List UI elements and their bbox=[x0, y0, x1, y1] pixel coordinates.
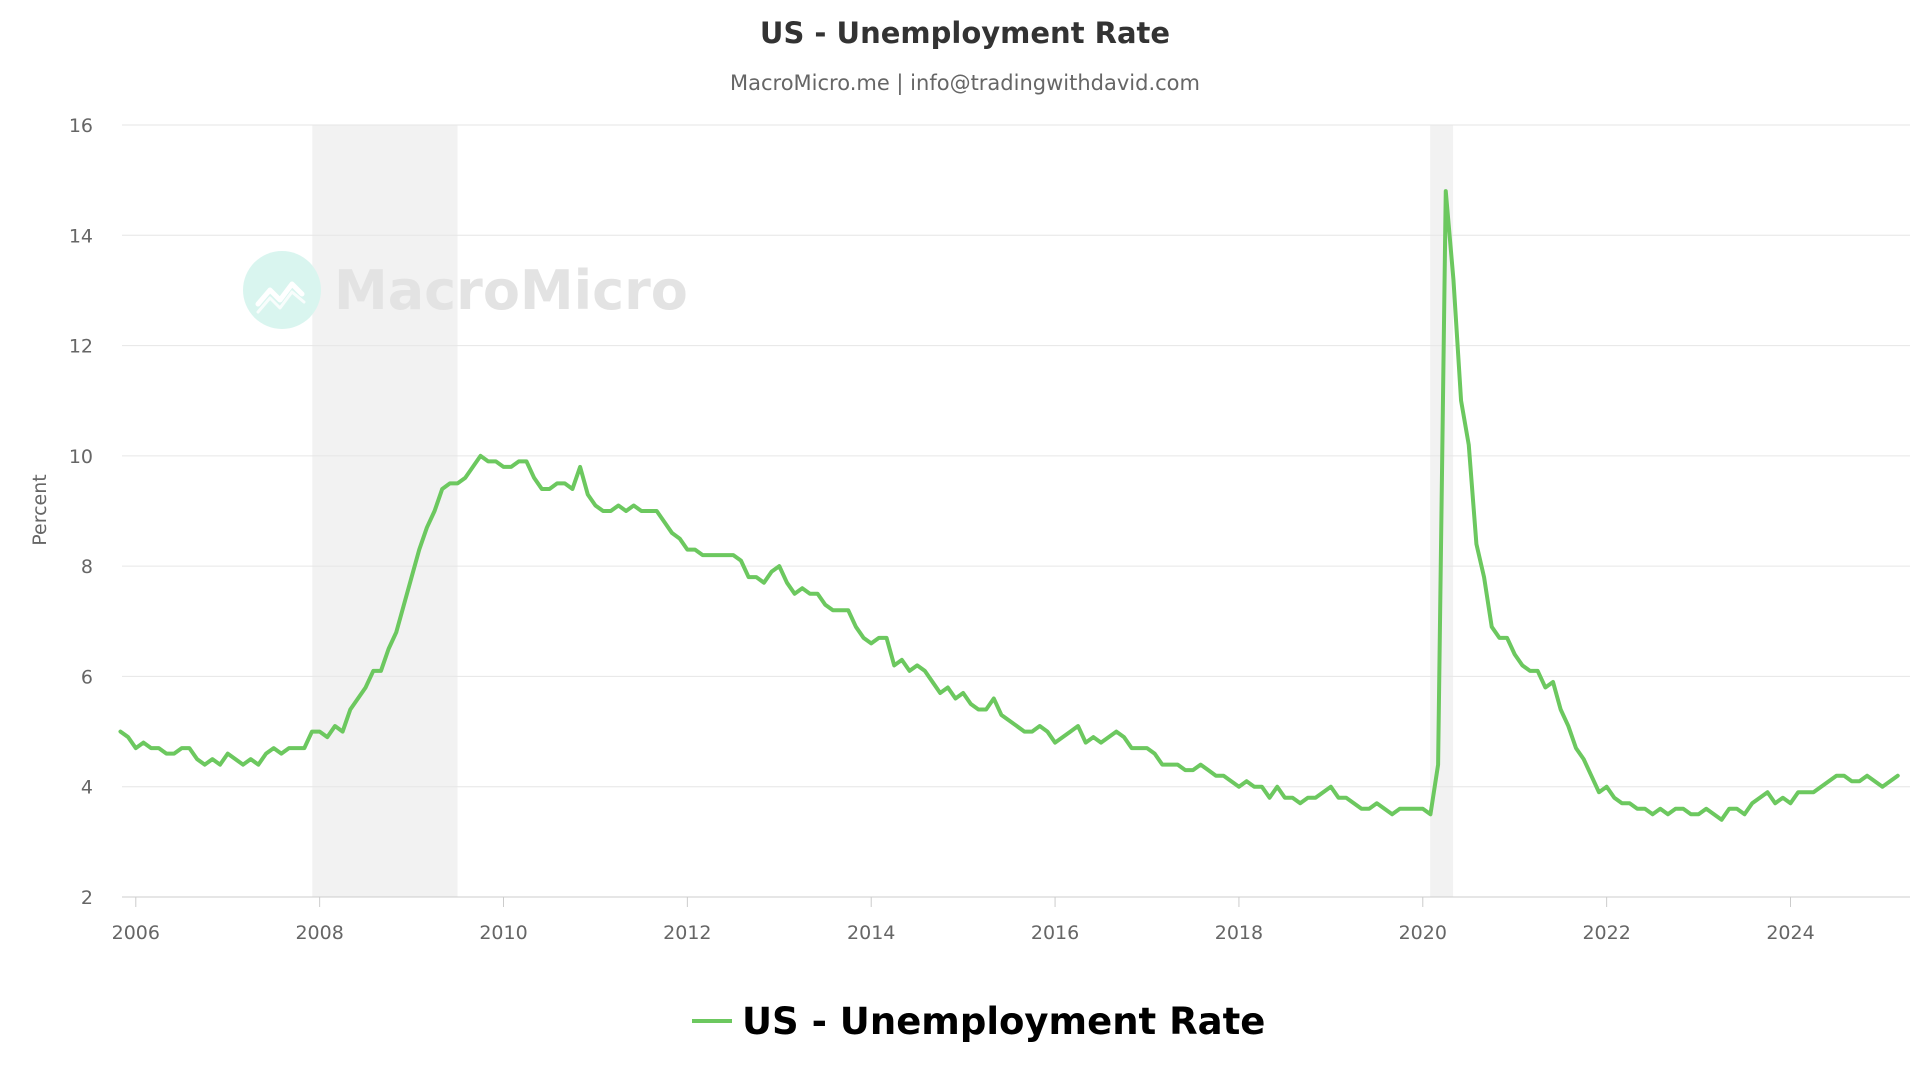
watermark-logo-line-icon bbox=[255, 281, 305, 307]
x-tick-2008: 2008 bbox=[295, 922, 343, 944]
x-tick-2016: 2016 bbox=[1031, 922, 1079, 944]
x-tick-2006: 2006 bbox=[112, 922, 160, 944]
legend[interactable]: US - Unemployment Rate bbox=[692, 1000, 1265, 1043]
y-tick-10: 10 bbox=[69, 446, 93, 468]
watermark-text: MacroMicro bbox=[334, 259, 688, 322]
chart-title: US - Unemployment Rate bbox=[760, 16, 1170, 50]
y-tick-4: 4 bbox=[81, 777, 93, 799]
series-line-0[interactable] bbox=[118, 189, 1900, 822]
x-tick-2014: 2014 bbox=[847, 922, 895, 944]
watermark-logo-icon bbox=[243, 251, 321, 329]
x-tick-2022: 2022 bbox=[1582, 922, 1630, 944]
y-tick-16: 16 bbox=[69, 115, 93, 137]
chart-subtitle: MacroMicro.me | info@tradingwithdavid.co… bbox=[730, 71, 1200, 96]
watermark: MacroMicro bbox=[243, 251, 688, 329]
y-axis-ticks: 2 4 6 8 10 12 14 16 bbox=[69, 115, 93, 909]
legend-label: US - Unemployment Rate bbox=[742, 1000, 1265, 1043]
grid-lines bbox=[122, 124, 1910, 788]
x-tick-2012: 2012 bbox=[663, 922, 711, 944]
x-tick-2024: 2024 bbox=[1766, 922, 1814, 944]
y-tick-2: 2 bbox=[81, 887, 93, 909]
y-tick-12: 12 bbox=[69, 336, 93, 358]
x-axis-ticks: 2006 2008 2010 2012 2014 2016 2018 2020 2022 2024 bbox=[112, 897, 1815, 944]
series-layer bbox=[118, 189, 1900, 822]
x-tick-2018: 2018 bbox=[1215, 922, 1263, 944]
recession-shading bbox=[312, 125, 1454, 897]
y-tick-8: 8 bbox=[81, 556, 93, 578]
x-tick-2010: 2010 bbox=[479, 922, 527, 944]
y-tick-6: 6 bbox=[81, 666, 93, 688]
y-tick-14: 14 bbox=[69, 225, 93, 247]
y-axis-label: Percent bbox=[29, 474, 51, 546]
watermark-logo-base-icon bbox=[256, 290, 306, 314]
x-tick-2020: 2020 bbox=[1399, 922, 1447, 944]
